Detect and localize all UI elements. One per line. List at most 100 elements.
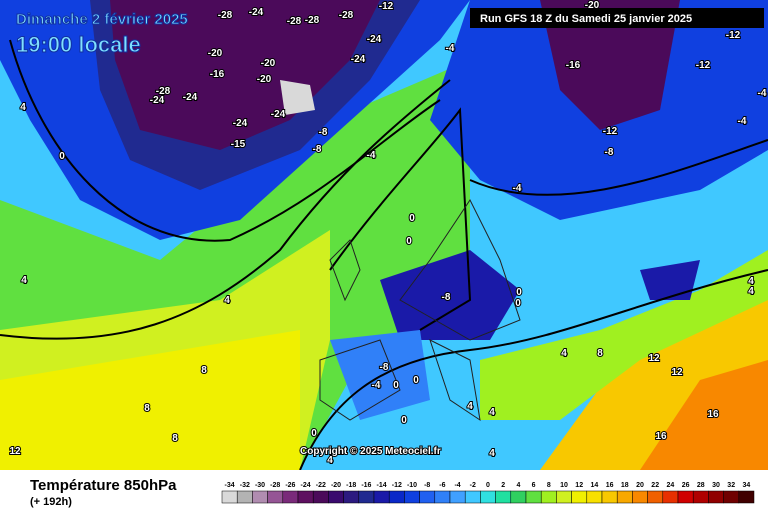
temperature-label: 8 bbox=[597, 348, 603, 359]
scale-label: 26 bbox=[682, 482, 690, 489]
scale-swatch bbox=[328, 490, 344, 504]
scale-label: 20 bbox=[636, 482, 644, 489]
scale-label: -26 bbox=[285, 482, 295, 489]
scale-label: -8 bbox=[424, 482, 430, 489]
temperature-label: 4 bbox=[467, 401, 473, 412]
scale-swatch bbox=[434, 490, 451, 504]
temperature-label: 8 bbox=[201, 365, 207, 376]
scale-label: -2 bbox=[470, 482, 476, 489]
temperature-label: -4 bbox=[446, 43, 455, 54]
scale-label: -18 bbox=[346, 482, 356, 489]
scale-label: 32 bbox=[727, 482, 735, 489]
date: Dimanche 2 février 2025 bbox=[16, 11, 188, 28]
contours bbox=[0, 39, 768, 471]
local-time: 19:00 locale bbox=[16, 32, 141, 57]
temperature-label: 4 bbox=[327, 455, 333, 466]
temperature-label: 0 bbox=[515, 298, 521, 309]
temperature-label: -20 bbox=[257, 74, 272, 85]
scale-label: -24 bbox=[301, 482, 311, 489]
temperature-label: -28 bbox=[305, 15, 320, 26]
color-scale: -34 -32 -30 -28 -26 -24 -22 -20 -18 -16 -14 -12 -10-… bbox=[221, 482, 755, 504]
temperature-label: -8 bbox=[605, 147, 614, 158]
temperature-label: 4 bbox=[224, 295, 230, 306]
temperature-label: -4 bbox=[372, 380, 381, 391]
temperature-label: -15 bbox=[231, 139, 246, 150]
scale-label: 28 bbox=[697, 482, 705, 489]
scale-label: -20 bbox=[331, 482, 341, 489]
scale-swatch bbox=[297, 490, 314, 504]
temperature-label: 0 bbox=[393, 380, 399, 391]
temperature-label: 4 bbox=[748, 276, 754, 287]
scale-swatch bbox=[632, 490, 648, 504]
temperature-label: -24 bbox=[150, 95, 165, 106]
temperature-label: -8 bbox=[442, 292, 451, 303]
temperature-label: 0 bbox=[311, 428, 317, 439]
temperature-label: -12 bbox=[726, 30, 741, 41]
temperature-label: 0 bbox=[409, 213, 415, 224]
temperature-label: 0 bbox=[413, 375, 419, 386]
lead-time: (+ 192h) bbox=[30, 496, 72, 508]
scale-swatch bbox=[647, 490, 664, 504]
scale-swatch bbox=[601, 490, 618, 504]
temperature-label: -24 bbox=[249, 7, 264, 18]
scale-label: -4 bbox=[454, 482, 460, 489]
run-info: Run GFS 18 Z du Samedi 25 janvier 2025 bbox=[480, 13, 692, 25]
scale-label: -28 bbox=[270, 482, 280, 489]
footer-title: Température 850hPa bbox=[30, 477, 177, 494]
scale-label: -12 bbox=[392, 482, 402, 489]
scale-label: -6 bbox=[439, 482, 445, 489]
temperature-label: -8 bbox=[313, 144, 322, 155]
scale-swatch bbox=[419, 490, 436, 504]
scale-swatch bbox=[236, 490, 253, 504]
scale-swatch bbox=[373, 490, 390, 504]
temperature-label: -4 bbox=[513, 183, 522, 194]
temperature-label: -28 bbox=[156, 86, 171, 97]
temperature-label: -12 bbox=[379, 1, 394, 12]
temperature-label: 0 bbox=[406, 236, 412, 247]
temperature-label: 12 bbox=[648, 353, 660, 364]
scale-label: 0 bbox=[486, 482, 490, 489]
scale-label: 8 bbox=[547, 482, 551, 489]
scale-swatch bbox=[586, 490, 603, 504]
scale-label: -34 bbox=[225, 482, 235, 489]
scale-label: 6 bbox=[532, 482, 536, 489]
temperature-label: 16 bbox=[655, 431, 667, 442]
temperature-label: 0 bbox=[401, 415, 407, 426]
coastlines bbox=[319, 199, 521, 422]
map-labels: -28 -24-28 -28 -28-12-20-20-16 -20-24-24-28-… bbox=[8, 0, 767, 467]
temperature-label: 4 bbox=[561, 348, 567, 359]
temperature-label: -24 bbox=[183, 92, 198, 103]
temperature-label: 0 bbox=[59, 151, 65, 162]
scale-label: 16 bbox=[606, 482, 614, 489]
scale-label: 22 bbox=[651, 482, 659, 489]
temperature-label: -24 bbox=[271, 109, 286, 120]
temperature-label: -28 bbox=[287, 16, 302, 27]
temperature-label: -4 bbox=[758, 88, 767, 99]
temperature-label: -12 bbox=[603, 126, 618, 137]
scale-label: -30 bbox=[255, 482, 265, 489]
scale-label: -32 bbox=[240, 482, 250, 489]
scale-label: 30 bbox=[712, 482, 720, 489]
temperature-label: -20 bbox=[261, 58, 276, 69]
scale-swatch bbox=[662, 490, 679, 504]
temperature-label: -4 bbox=[738, 116, 747, 127]
scale-swatch bbox=[404, 490, 420, 504]
scale-label: -22 bbox=[316, 482, 326, 489]
temperature-label: 4 bbox=[20, 102, 26, 113]
map-background bbox=[0, 0, 768, 470]
temperature-label: -16 bbox=[210, 69, 225, 80]
temperature-label: -8 bbox=[319, 127, 328, 138]
temperature-label: 12 bbox=[671, 367, 683, 378]
scale-swatch bbox=[267, 490, 284, 504]
temperature-label: 4 bbox=[21, 275, 27, 286]
scale-label: 24 bbox=[667, 482, 675, 489]
temperature-label: 4 bbox=[748, 286, 754, 297]
temperature-label: -24 bbox=[233, 118, 248, 129]
scale-swatch bbox=[738, 490, 755, 504]
scale-swatch bbox=[449, 490, 466, 504]
scale-swatch bbox=[312, 490, 329, 504]
scale-label: 34 bbox=[743, 482, 751, 489]
temperature-label: 16 bbox=[707, 409, 719, 420]
temperature-label: 12 bbox=[9, 446, 21, 457]
